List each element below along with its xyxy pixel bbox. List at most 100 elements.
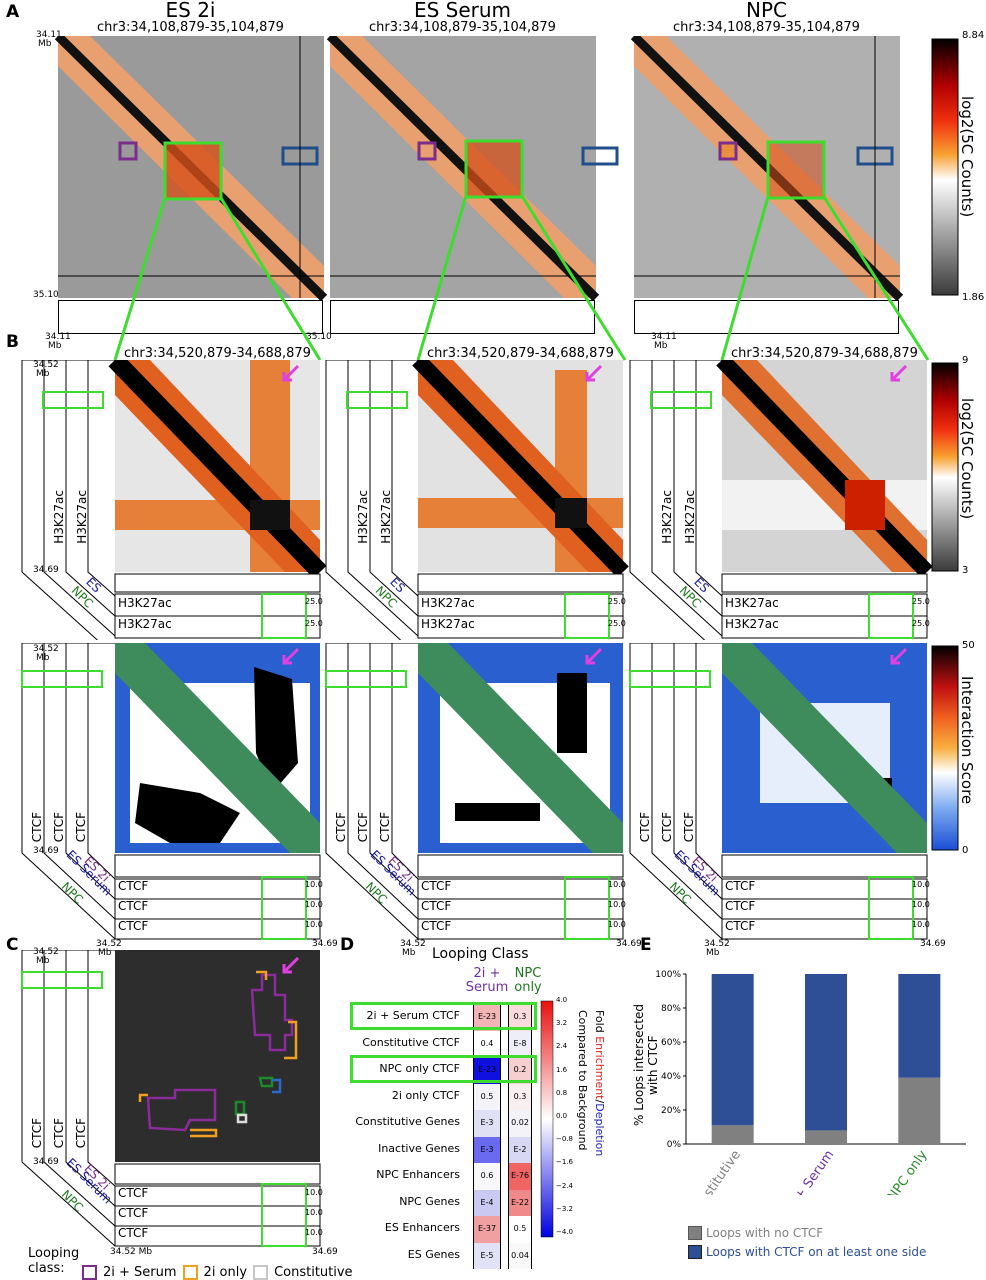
b1-val-3b: 25.0 [912, 619, 930, 628]
d-cell-col1: 0.6 [473, 1163, 501, 1190]
d-scale-tick: 0.8 [556, 1088, 568, 1097]
b2-xtick-start-2: 34.52 [400, 939, 426, 949]
panel-a-title-esserum: ES Serum [413, 0, 512, 22]
d-title: Looping Class [432, 946, 529, 962]
panel-c-tick-start: 34.52 [33, 947, 59, 957]
heatmap-b-es2i [108, 360, 327, 579]
panel-a-title-es2i: ES 2i [165, 0, 216, 22]
d-cell-col2: 0.3 [508, 1083, 532, 1110]
b1-vert-h3k27ac-1b: H3K27ac [75, 490, 89, 544]
panel-a-coords-2: chr3:34,108,879-35,104,879 [369, 20, 556, 35]
d-side-label-2: Compared to Background [576, 1010, 589, 1151]
b2-val-2b: 10.0 [608, 900, 626, 909]
d-cell-col2: 0.5 [508, 1216, 532, 1243]
heatmap-es2i [54, 36, 328, 302]
b2-xtick-unit-2: Mb [402, 948, 416, 958]
d-cell-col1: E-3 [473, 1110, 501, 1137]
b1-h3k27ac-es-2: H3K27ac [421, 596, 475, 610]
e-x-label: 2i + Serum [783, 1148, 837, 1195]
b1-vert-h3k27ac-1a: H3K27ac [52, 490, 66, 544]
c-ctcf-b: CTCF [118, 1206, 149, 1220]
d-cell-col1: E-37 [473, 1216, 501, 1243]
d-cell-col2: E-76 [508, 1163, 532, 1190]
d-cell-col1: 0.4 [473, 1030, 501, 1057]
b1-val-2b: 25.0 [608, 619, 626, 628]
b1-h3k27ac-es-3: H3K27ac [725, 596, 779, 610]
e-legend-2: Loops with CTCF on at least one side [688, 1245, 926, 1259]
e-legend-text-1: Loops with no CTCF [706, 1226, 824, 1240]
d-cell-col1: E-23 [473, 1004, 501, 1031]
d-scale-tick: −2.4 [556, 1181, 573, 1190]
b2-xtick-start-3: 34.52 [704, 939, 730, 949]
b2-vert-ctcf-1c: CTCF [74, 812, 88, 843]
panel-b-colorbar-1 [931, 362, 959, 572]
b1-h3k27ac-npc-1: H3K27ac [118, 617, 172, 631]
legend-2i-serum: 2i + Serum [103, 1265, 177, 1280]
d-row-label: ES Enhancers [384, 1221, 460, 1234]
b2-xtick-unit-1: Mb [98, 948, 112, 958]
d-cell-col2: 0.04 [508, 1242, 532, 1269]
panel-label-b: B [6, 332, 19, 352]
c-legend-title: Looping class: [28, 1246, 80, 1276]
d-cell-col1: E-23 [473, 1057, 501, 1084]
b1-vert-h3k27ac-2a: H3K27ac [356, 490, 370, 544]
b2-val-3b: 10.0 [912, 900, 930, 909]
d-row-label: NPC Enhancers [376, 1168, 460, 1181]
heatmap-esserum [326, 36, 619, 302]
legend-swatch-2i-only [182, 1265, 198, 1280]
panel-a-track-2 [330, 300, 595, 334]
d-scale-tick: −4.0 [556, 1228, 573, 1236]
heatmap-b-npc [716, 360, 933, 578]
d-cell-col2: 0.02 [508, 1110, 532, 1137]
b2-val-1c: 10.0 [305, 920, 323, 929]
panel-c-tick-end: 34.69 [33, 1157, 59, 1167]
e-bar-no-ctcf [898, 1077, 941, 1144]
panel-a-tick-end: 35.10 [33, 290, 59, 300]
panel-a-xtick-unit-3: Mb [654, 341, 668, 351]
c-ctcf-c: CTCF [118, 1226, 149, 1240]
b2-val-3c: 10.0 [912, 920, 930, 929]
panel-a-coords-3: chr3:34,108,879-35,104,879 [673, 20, 860, 35]
panel-a-title-npc: NPC [746, 0, 787, 22]
e-legend-swatch-2 [688, 1245, 702, 1259]
heatmap-b-esserum [412, 360, 629, 578]
legend-2i-only: 2i only [203, 1265, 248, 1280]
panel-c-map [21, 950, 321, 1247]
panel-b-row2 [21, 643, 928, 940]
e-y-tick-label: 0% [667, 1140, 682, 1150]
d-scale-tick: 3.2 [556, 1019, 568, 1028]
e-legend-swatch-1 [688, 1226, 702, 1240]
panel-a-xtick-unit: Mb [48, 341, 62, 351]
b2-ctcf-2b: CTCF [421, 899, 452, 913]
b2-vert-ctcf-1a: CTCF [30, 812, 44, 843]
d-row-label: 2i only CTCF [391, 1088, 460, 1102]
b2-val-3a: 10.0 [912, 880, 930, 889]
b2-ctcf-1a: CTCF [118, 879, 149, 893]
c-vert-ctcf-b: CTCF [52, 1118, 66, 1149]
panel-b-coords-1: chr3:34,520,879-34,688,879 [124, 346, 311, 361]
b2-xtick-unit-3: Mb [706, 948, 720, 958]
heatmap-score-esserum [418, 643, 623, 853]
b1-val-3a: 25.0 [912, 597, 930, 606]
heatmap-npc [630, 36, 904, 302]
panel-b-colorbar-2 [931, 645, 959, 851]
panel-label-c: C [6, 935, 19, 955]
d-row-label: 2i + Serum CTCF [366, 1009, 460, 1022]
panel-b-coords-2: chr3:34,520,879-34,688,879 [427, 346, 614, 361]
e-x-label: Constitutive [687, 1148, 744, 1195]
b1-h3k27ac-npc-2: H3K27ac [421, 617, 475, 631]
legend-swatch-2i-serum [82, 1265, 97, 1280]
panel-b2-tick-end: 34.69 [33, 846, 59, 856]
d-row-label: NPC Genes [399, 1194, 460, 1208]
panel-label-e: E [640, 935, 652, 955]
b2-ctcf-2a: CTCF [421, 879, 452, 893]
d-scale-tick: 4.0 [556, 996, 568, 1004]
b2-val-1a: 10.0 [305, 880, 323, 889]
panel-a-tick-start: 34.11 [36, 30, 62, 40]
b2-vert-ctcf-2c: CTCF [378, 812, 392, 843]
d-row-label: ES Genes [407, 1247, 460, 1261]
d-col2-header: NPC only [514, 966, 542, 995]
e-ylabel: % Loops intersected with CTCF [632, 1004, 660, 1126]
d-scale-tick: 2.4 [556, 1042, 568, 1051]
e-legend-text-2: Loops with CTCF on at least one side [706, 1245, 927, 1259]
